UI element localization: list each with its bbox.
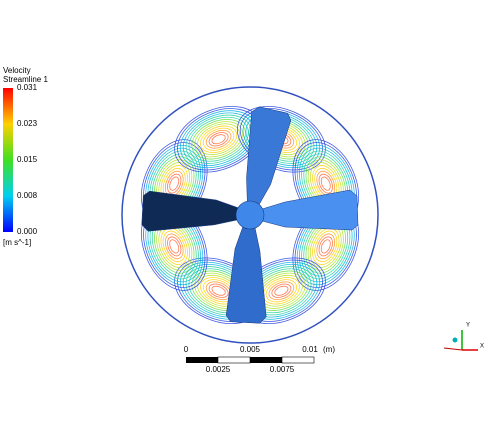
axis-triad: Y X — [443, 323, 484, 351]
streamline — [167, 236, 182, 257]
legend-subtitle: Streamline 1 — [3, 75, 48, 84]
blade — [261, 189, 359, 231]
impeller — [141, 106, 359, 324]
axis-label: X — [480, 344, 484, 350]
streamline — [202, 127, 235, 151]
streamline — [320, 176, 331, 191]
scale-label: 0 — [184, 345, 189, 354]
legend-title: Velocity — [3, 66, 31, 75]
streamline — [314, 230, 338, 263]
axis-label: Y — [466, 323, 470, 329]
scale-label: 0.0075 — [270, 365, 295, 374]
streamline — [318, 236, 333, 257]
streamline — [208, 132, 229, 147]
blade — [246, 106, 292, 206]
scale-label: 0.005 — [240, 345, 261, 354]
color-bar — [3, 88, 13, 232]
streamline — [211, 134, 226, 145]
streamline — [271, 283, 292, 298]
streamline — [169, 239, 180, 254]
scale-label: 0.01 — [302, 345, 318, 354]
streamline — [274, 285, 289, 296]
hub — [235, 200, 265, 230]
streamline — [320, 239, 331, 254]
legend-unit: [m s^-1] — [3, 238, 31, 247]
streamline — [188, 116, 249, 162]
scale-bar: 0 0.005 0.01 (m) 0.0025 0.0075 — [184, 345, 336, 374]
streamline — [200, 125, 238, 153]
legend-tick-label: 0.008 — [17, 191, 38, 200]
streamline — [164, 233, 184, 260]
streamline — [211, 285, 226, 296]
streamline — [318, 173, 333, 194]
streamline — [191, 119, 246, 160]
streamline — [194, 121, 243, 158]
streamline — [268, 281, 295, 301]
streamline — [316, 233, 336, 260]
scale-unit: (m) — [323, 345, 335, 354]
streamline — [208, 283, 229, 298]
streamline — [162, 230, 186, 263]
streamline — [167, 173, 182, 194]
legend-tick-label: 0.031 — [17, 83, 38, 92]
legend-tick-label: 0.023 — [17, 119, 38, 128]
streamline — [265, 279, 298, 303]
blade — [225, 226, 267, 324]
streamline — [205, 129, 232, 149]
legend: Velocity Streamline 1 0.031 0.023 0.015 0.0… — [3, 66, 48, 247]
legend-tick-label: 0.000 — [17, 227, 38, 236]
streamline — [197, 123, 241, 156]
blade — [141, 190, 239, 232]
scale-label: 0.0025 — [206, 365, 231, 374]
streamline — [169, 176, 180, 191]
legend-tick-label: 0.015 — [17, 155, 38, 164]
